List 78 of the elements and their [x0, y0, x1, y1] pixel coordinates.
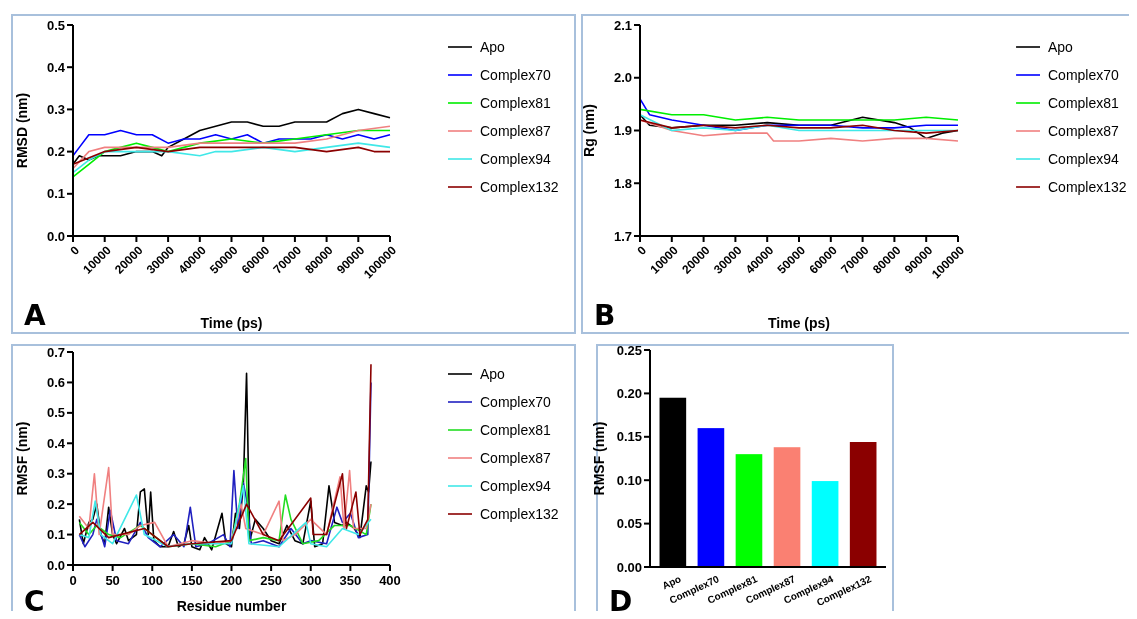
y-tick-label: 0.3: [46, 466, 65, 482]
bar: [849, 442, 877, 567]
legend-label: Complex87: [480, 122, 552, 139]
y-axis-title: RMSF (nm): [14, 421, 30, 496]
line-series: [639, 119, 959, 142]
y-tick-label: 0.4: [46, 59, 66, 75]
x-tick-label: 100: [141, 573, 164, 588]
x-tick-label: 0: [634, 242, 650, 258]
line-series: [639, 119, 959, 134]
x-tick-label: 250: [260, 573, 282, 588]
legend-label: Complex70: [480, 66, 552, 83]
y-tick-label: 0.4: [46, 435, 66, 451]
legend-label: Complex70: [480, 393, 552, 410]
x-axis-title: Time (ps): [200, 315, 263, 331]
x-tick-label: 200: [220, 573, 243, 588]
line-series: [78, 485, 372, 548]
legend-label: Complex87: [480, 449, 552, 466]
y-tick-label: 0.5: [46, 17, 65, 33]
y-tick-label: 0.15: [616, 429, 642, 445]
y-tick-label: 0.5: [46, 405, 65, 421]
y-tick-label: 1.7: [613, 228, 632, 244]
x-tick-label: 350: [339, 573, 362, 588]
y-tick-label: 0.25: [616, 342, 642, 358]
line-series: [639, 108, 959, 121]
text: B: [594, 299, 616, 332]
legend-label: Complex94: [480, 477, 552, 494]
y-tick-label: 0.2: [46, 496, 65, 512]
legend-label: Complex132: [480, 178, 559, 195]
y-axis-title: RMSD (nm): [14, 92, 30, 169]
legend-label: Complex81: [480, 94, 552, 111]
legend-label: Apo: [480, 365, 506, 382]
y-tick-label: 0.10: [616, 472, 642, 488]
x-tick-label: 50: [105, 573, 120, 588]
line-series: [72, 142, 391, 174]
legend-label: Complex132: [1048, 178, 1127, 195]
legend-label: Complex94: [1048, 150, 1120, 167]
line-series: [72, 129, 391, 178]
text: C: [24, 585, 45, 618]
text: D: [609, 585, 633, 618]
y-tick-label: 1.9: [613, 123, 632, 139]
x-tick-label: 0: [69, 573, 77, 588]
y-tick-label: 2.0: [613, 70, 632, 86]
y-tick-label: 0.1: [46, 527, 65, 543]
y-axis-title: Rg (nm): [581, 104, 597, 157]
y-tick-label: 0.05: [616, 516, 642, 532]
x-tick-label: 150: [181, 573, 203, 588]
y-tick-label: 0.2: [46, 144, 65, 160]
x-tick-label: 400: [379, 573, 401, 588]
y-tick-label: 0.7: [46, 344, 65, 360]
bar: [811, 481, 839, 567]
y-tick-label: 0.0: [46, 228, 65, 244]
legend-label: Complex87: [1048, 122, 1120, 139]
y-tick-label: 0.20: [616, 385, 642, 401]
bar: [697, 428, 725, 567]
legend-label: Apo: [1048, 38, 1074, 55]
y-axis-title: RMSF (nm): [591, 421, 607, 496]
bar: [773, 447, 801, 567]
y-tick-label: 0.3: [46, 101, 65, 117]
y-tick-label: 0.0: [46, 557, 65, 573]
legend-label: Complex94: [480, 150, 552, 167]
y-tick-label: 0.1: [46, 186, 65, 202]
x-axis-title: Time (ps): [768, 315, 830, 331]
y-tick-label: 2.1: [613, 17, 632, 33]
legend-label: Complex81: [1048, 94, 1120, 111]
x-axis-title: Residue number: [176, 598, 287, 614]
y-tick-label: 0.00: [616, 559, 642, 575]
text: A: [24, 299, 46, 332]
y-tick-label: 1.8: [613, 175, 632, 191]
bar: [735, 454, 763, 567]
legend-label: Complex132: [480, 505, 559, 522]
legend-label: Complex70: [1048, 66, 1120, 83]
y-tick-label: 0.6: [46, 374, 65, 390]
legend-label: Apo: [480, 38, 506, 55]
x-tick-label: 0: [67, 242, 83, 258]
line-series: [72, 125, 391, 170]
x-tick-label: 300: [299, 573, 322, 588]
legend-label: Complex81: [480, 421, 552, 438]
line-series: [72, 129, 391, 157]
